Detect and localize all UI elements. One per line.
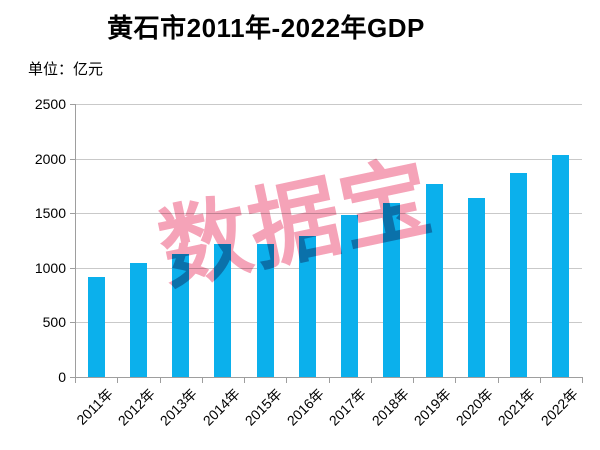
x-axis-label-2018年: 2018年 bbox=[368, 385, 412, 429]
x-axis-tick bbox=[244, 378, 245, 383]
x-axis-label-2012年: 2012年 bbox=[114, 385, 159, 429]
x-axis-tick bbox=[455, 378, 457, 383]
y-axis-line bbox=[75, 104, 76, 377]
bar-2011年 bbox=[87, 276, 105, 377]
chart-title: 黄石市2011年-2022年GDP bbox=[107, 13, 425, 43]
y-axis-tick-2500 bbox=[70, 104, 75, 105]
bar-2020年 bbox=[467, 197, 485, 377]
x-axis-line bbox=[75, 377, 583, 378]
bar-2014年 bbox=[214, 244, 232, 377]
x-axis-label-2013年: 2013年 bbox=[157, 385, 201, 429]
y-axis-tick-1000 bbox=[70, 267, 75, 269]
bar-2012年 bbox=[129, 263, 147, 377]
bar-2019年 bbox=[425, 183, 443, 377]
x-axis-label-2020年: 2020年 bbox=[452, 385, 497, 429]
y-axis-tick-500 bbox=[70, 322, 75, 324]
y-axis-label-2000: 2000 bbox=[34, 150, 66, 167]
x-axis-label-2021年: 2021年 bbox=[495, 385, 539, 429]
gridline-1000 bbox=[75, 267, 582, 269]
bar-2013年 bbox=[172, 253, 190, 377]
unit-label: 单位：亿元 bbox=[28, 61, 104, 78]
y-axis-tick-2000 bbox=[70, 158, 75, 160]
x-axis-tick bbox=[117, 378, 119, 383]
x-axis-label-2011年: 2011年 bbox=[73, 385, 116, 428]
bar-2017年 bbox=[341, 215, 359, 377]
gridline-2000 bbox=[75, 158, 582, 160]
x-axis-tick bbox=[75, 378, 76, 383]
gridline-2500 bbox=[75, 104, 582, 105]
x-axis-label-2014年: 2014年 bbox=[199, 385, 243, 429]
x-axis-tick bbox=[582, 378, 583, 383]
x-axis-tick bbox=[497, 378, 499, 383]
y-axis-tick-1500 bbox=[70, 213, 75, 215]
y-axis-label-1500: 1500 bbox=[34, 205, 66, 222]
y-axis-label-2500: 2500 bbox=[34, 96, 66, 112]
gridline-500 bbox=[75, 322, 582, 324]
x-axis-tick bbox=[328, 378, 330, 383]
x-axis-tick bbox=[413, 378, 414, 383]
x-axis-label-2019年: 2019年 bbox=[410, 385, 454, 429]
y-axis-label-0: 0 bbox=[58, 369, 66, 385]
x-axis-label-2016年: 2016年 bbox=[283, 385, 328, 429]
bar-2021年 bbox=[510, 173, 528, 377]
y-axis-label-1000: 1000 bbox=[34, 259, 66, 276]
x-axis-tick bbox=[286, 378, 288, 383]
bar-2022年 bbox=[552, 154, 570, 377]
x-axis-label-2015年: 2015年 bbox=[241, 385, 285, 429]
gridline-1500 bbox=[75, 213, 582, 215]
x-axis-tick bbox=[539, 378, 541, 383]
bar-2015年 bbox=[256, 243, 274, 377]
x-axis-label-2017年: 2017年 bbox=[326, 385, 370, 429]
bar-2018年 bbox=[383, 203, 401, 377]
y-axis-label-500: 500 bbox=[42, 314, 66, 331]
x-axis-tick bbox=[201, 378, 203, 383]
bar-2016年 bbox=[298, 236, 316, 377]
y-axis-tick-0 bbox=[70, 377, 75, 378]
x-axis-tick bbox=[159, 378, 161, 383]
x-axis-label-2022年: 2022年 bbox=[537, 385, 581, 429]
x-axis-tick bbox=[370, 378, 372, 383]
